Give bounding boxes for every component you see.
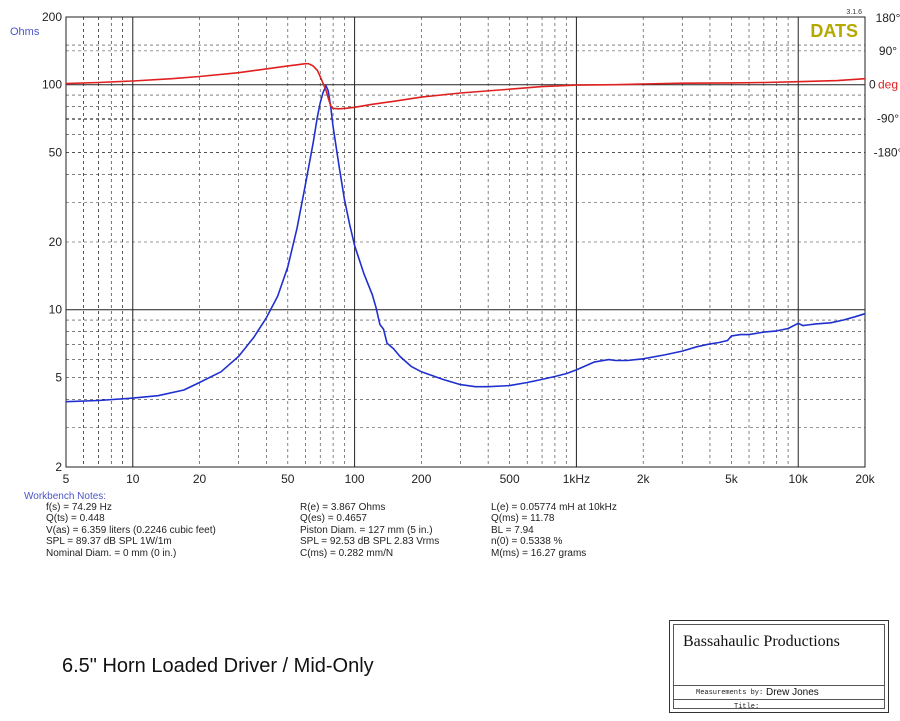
y-tick-label: 10 (49, 303, 63, 317)
y2-tick-label: 90° (879, 44, 897, 58)
y-tick-label: 2 (55, 460, 62, 474)
title-block-inner: Bassahaulic Productions Measurements by:… (673, 624, 885, 711)
note-le: L(e) = 0.05774 mH at 10kHz (491, 502, 617, 513)
impedance-curve (65, 84, 866, 403)
y2-tick-label: -180° (874, 145, 900, 159)
y-tick-label: 5 (55, 370, 62, 384)
x-tick-label: 1kHz (563, 472, 590, 486)
version-label: 3.1.6 (846, 9, 862, 16)
x-tick-label: 2k (637, 472, 651, 486)
measured-by-value: Drew Jones (766, 687, 819, 698)
note-piston-diam: Piston Diam. = 127 mm (5 in.) (300, 524, 433, 536)
phase-curve (65, 62, 866, 110)
y2-tick-label: 0 (869, 78, 876, 92)
chart-caption: 6.5" Horn Loaded Driver / Mid-Only (62, 655, 374, 677)
title-label: Title: (734, 703, 760, 711)
x-tick-label: 500 (500, 472, 520, 486)
x-tick-label: 200 (411, 472, 431, 486)
note-bl: BL = 7.94 (491, 524, 534, 536)
x-tick-label: 10 (126, 472, 140, 486)
notes-column-3: L(e) = 0.05774 mH at 10kHz Q(ms) = 11.78… (491, 502, 617, 559)
brand-logo: DATS (810, 21, 858, 41)
title-block: Bassahaulic Productions Measurements by:… (669, 620, 889, 713)
plot-frame (65, 16, 866, 468)
note-qes: Q(es) = 0.4657 (300, 513, 367, 525)
note-spl-1w: SPL = 89.37 dB SPL 1W/1m (46, 536, 172, 548)
impedance-phase-chart: 5 10 20 50 100 200 500 1kHz 2k 5k 10k 20k2001005020… (10, 9, 900, 486)
y2-tick-label: -90° (877, 112, 899, 126)
note-mms: M(ms) = 16.27 grams (491, 547, 587, 559)
x-tick-label: 100 (345, 472, 365, 486)
title-block-divider (674, 685, 884, 686)
x-tick-label: 50 (281, 472, 295, 486)
x-tick-label: 5k (725, 472, 739, 486)
note-fs: f(s) = 74.29 Hz (46, 502, 112, 513)
y-tick-label: 50 (49, 145, 63, 159)
notes-column-2: R(e) = 3.867 Ohms Q(es) = 0.4657 Piston … (300, 502, 439, 559)
x-tick-label: 20 (193, 472, 207, 486)
x-tick-label: 20k (855, 472, 875, 486)
title-block-divider-2 (674, 699, 884, 700)
y-tick-label: 100 (42, 78, 62, 92)
company-name: Bassahaulic Productions (683, 633, 840, 650)
y2-unit-label: deg (878, 78, 898, 92)
y-tick-label: 20 (49, 235, 63, 249)
note-nominal-diam: Nominal Diam. = 0 mm (0 in.) (46, 547, 177, 559)
note-qms: Q(ms) = 11.78 (491, 513, 555, 525)
note-n0: n(0) = 0.5338 % (491, 536, 563, 548)
y-tick-label: 200 (42, 10, 62, 24)
x-tick-label: 5 (63, 472, 70, 486)
y-unit-label: Ohms (10, 26, 40, 38)
notes-column-1: f(s) = 74.29 Hz Q(ts) = 0.448 V(as) = 6.… (46, 502, 216, 559)
note-spl-283: SPL = 92.53 dB SPL 2.83 Vrms (300, 536, 440, 548)
workbench-notes-heading: Workbench Notes: (24, 491, 107, 502)
note-cms: C(ms) = 0.282 mm/N (300, 547, 394, 559)
y2-tick-label: 180° (876, 11, 900, 25)
note-vas: V(as) = 6.359 liters (0.2246 cubic feet) (46, 524, 216, 536)
note-qts: Q(ts) = 0.448 (46, 513, 105, 525)
note-re: R(e) = 3.867 Ohms (300, 502, 386, 513)
measured-by-label: Measurements by: (696, 689, 764, 697)
x-tick-label: 10k (789, 472, 809, 486)
